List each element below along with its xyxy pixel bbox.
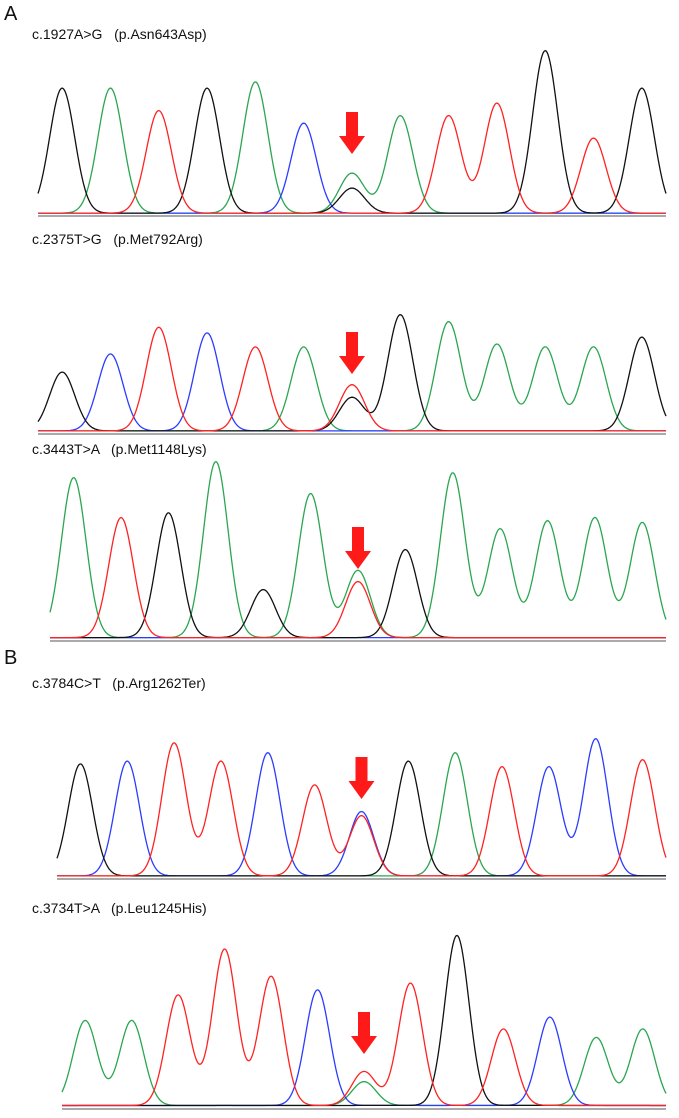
track-label-3443: c.3443T>A (p.Met1148Lys) (32, 441, 207, 457)
panel-letter-b: B (4, 647, 18, 669)
trace-t-line (38, 326, 666, 432)
trace-t-line (38, 102, 666, 214)
trace-a-line (61, 1019, 667, 1107)
chromatogram-3784 (56, 738, 667, 880)
chromatogram-1927 (37, 50, 667, 217)
variant-arrow-icon (348, 757, 375, 799)
variant-arrow-icon (351, 1012, 377, 1054)
trace-t-line (50, 516, 666, 639)
track-label-3784: c.3784C>T (p.Arg1262Ter) (32, 675, 206, 691)
variant-arrow-icon (339, 112, 365, 154)
trace-t-line (62, 948, 666, 1107)
chromatogram-2375 (37, 314, 667, 435)
track-label-3734: c.3734T>A (p.Leu1245His) (32, 900, 207, 916)
track-label-2375: c.2375T>G (p.Met792Arg) (32, 231, 203, 247)
chromatogram-3443 (49, 460, 667, 642)
trace-t-line (57, 742, 667, 877)
trace-g-line (37, 50, 667, 214)
track-label-1927: c.1927A>G (p.Asn643Asp) (32, 26, 207, 42)
variant-arrow-icon (345, 527, 371, 569)
variant-arrow-icon (339, 332, 365, 374)
trace-c-line (57, 738, 666, 877)
panel-letter-a: A (4, 3, 18, 25)
